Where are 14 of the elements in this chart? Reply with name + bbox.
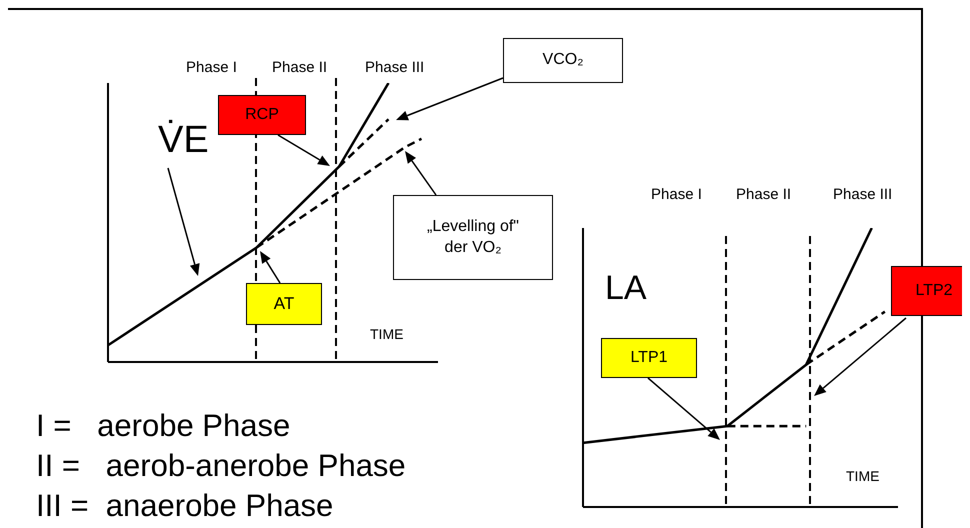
text: Phase II bbox=[272, 58, 328, 78]
annotation: TIME bbox=[846, 467, 880, 486]
text: Phase III bbox=[833, 185, 892, 204]
text: III = anaerobe Phase bbox=[36, 487, 334, 525]
text: Phase I bbox=[651, 185, 702, 204]
text: I = aerobe Phase bbox=[36, 407, 290, 445]
annotation: LA bbox=[605, 268, 647, 309]
text: Phase III bbox=[365, 58, 424, 78]
text: LTP2 bbox=[914, 280, 954, 301]
text: Phase II bbox=[736, 185, 792, 204]
annotation: TIME bbox=[370, 325, 404, 344]
text: Phase I bbox=[186, 58, 237, 78]
annotation: V̇E bbox=[158, 118, 209, 163]
text: II = aerob-anerobe Phase bbox=[36, 447, 406, 485]
